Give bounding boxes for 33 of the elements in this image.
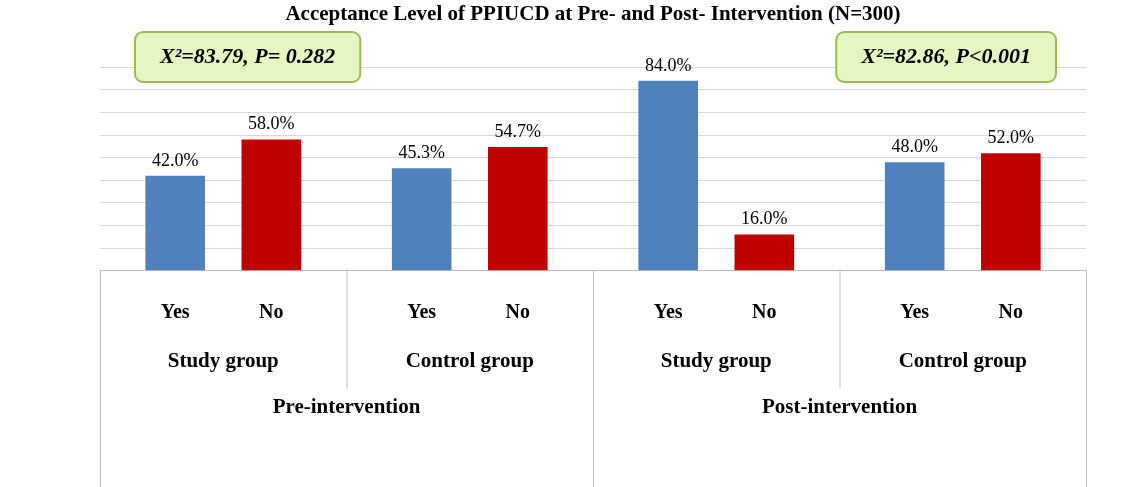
data-label: 54.7% [494,120,542,141]
x-tick-label: Control group [405,347,534,372]
x-tick-label: Study group [167,347,279,372]
text: No [505,299,531,322]
data-label: 58.0% [248,113,295,134]
data-label: 16.0% [741,208,788,229]
text: No [752,299,777,322]
data-label: 84.0% [644,54,692,75]
text: No [998,299,1024,322]
series-label: Yes [160,299,190,322]
bar [391,168,452,271]
bar [638,80,698,271]
text: Pre-intervention [272,394,421,419]
x-tick-label: Control group [898,347,1027,372]
text: Yes [900,299,930,322]
bar [488,147,548,271]
bar [734,234,795,271]
data-label: 45.3% [398,142,445,163]
text: Yes [407,299,437,322]
x-tick-label: Study group [660,347,772,372]
series-label: No [259,299,284,322]
text: X²=82.86, P<0.001 [860,42,1031,68]
text: Post-intervention [761,394,918,419]
text: X²=83.79, P= 0.282 [159,42,336,68]
data-label: 52.0% [987,126,1035,147]
bar [981,153,1041,271]
bar [884,162,945,271]
bar [145,175,205,271]
bar [241,139,302,271]
chart-title: Acceptance Level of PPIUCD at Pre- and Post- Intervention (N=300) [285,1,901,26]
data-label: 42.0% [151,149,199,170]
data-label: 48.0% [891,135,938,156]
text: Yes [653,299,683,322]
